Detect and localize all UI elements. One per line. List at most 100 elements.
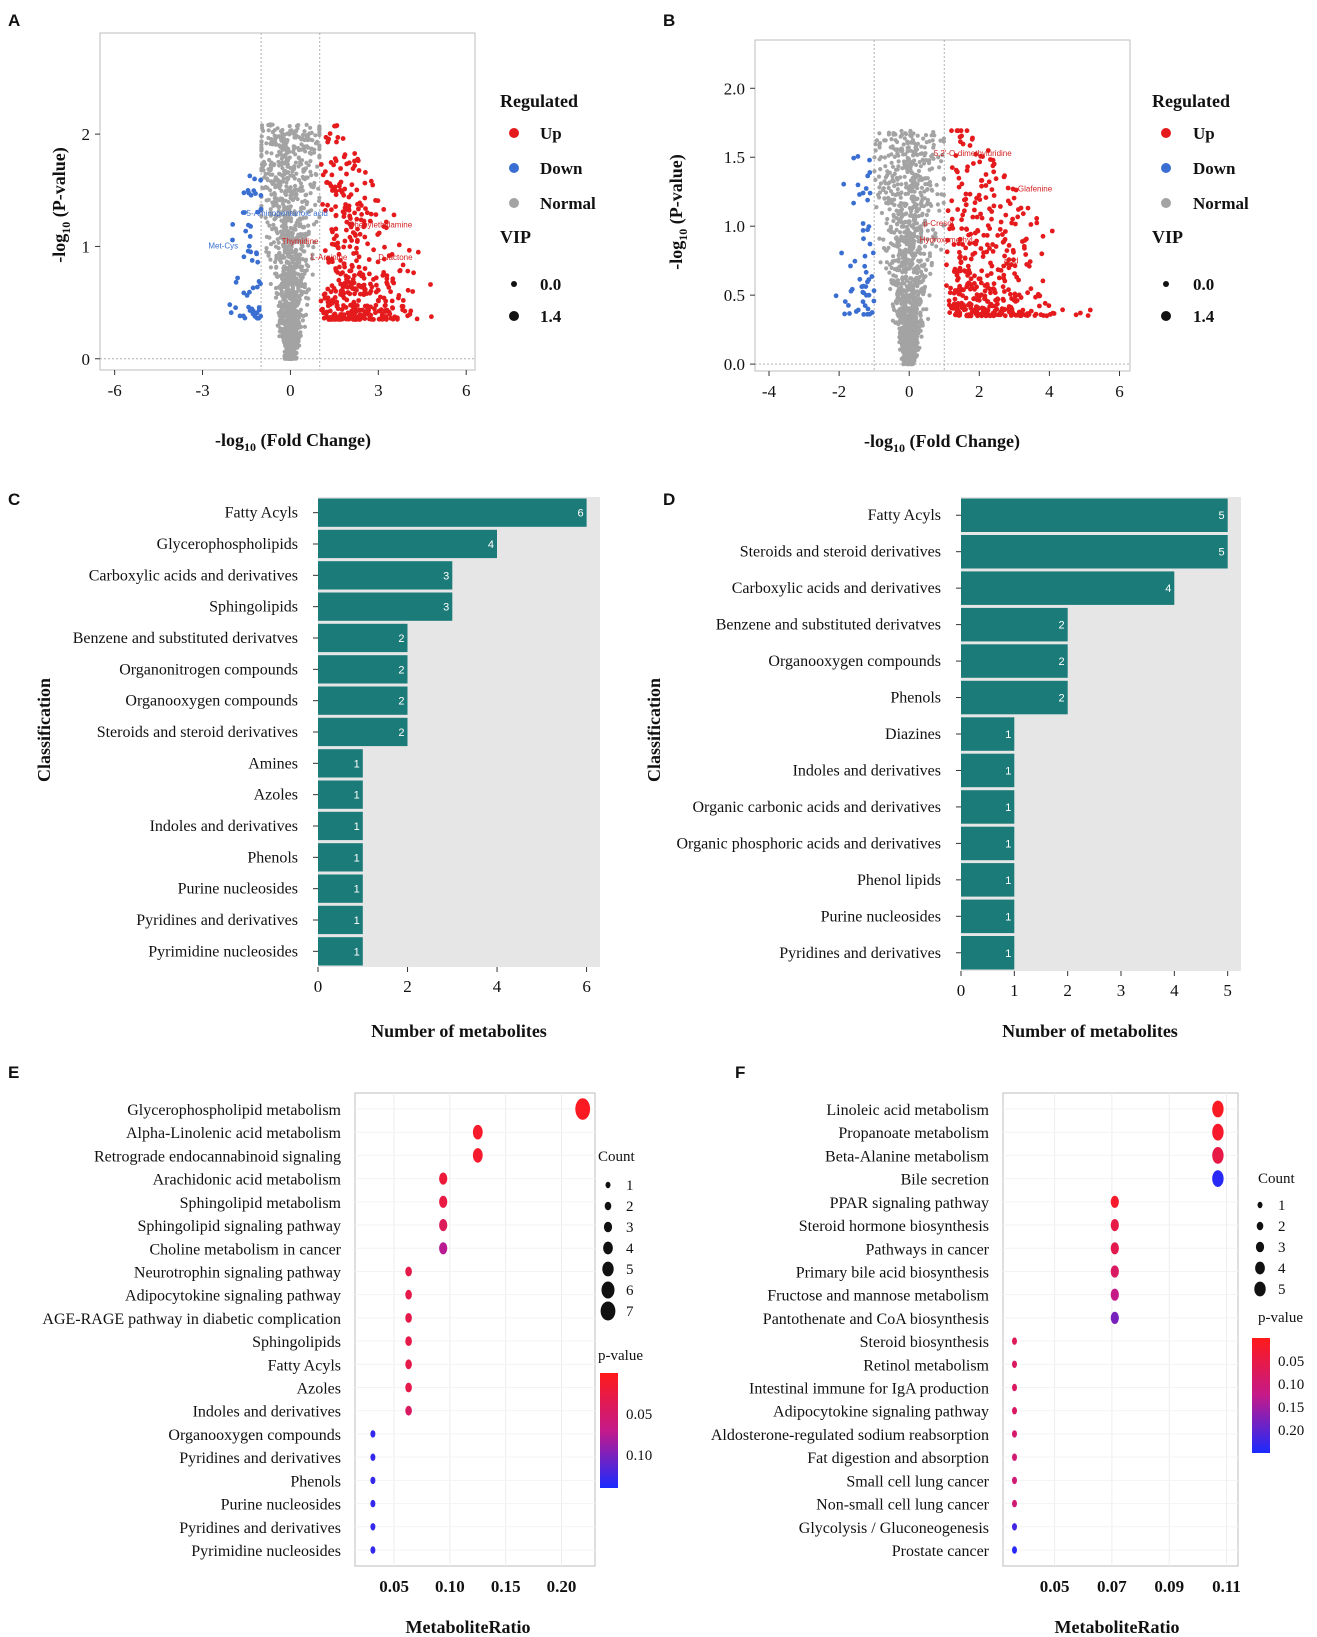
bar-value-label: 1 (354, 946, 360, 958)
up-point (983, 313, 989, 318)
up-point (329, 283, 335, 289)
pathway-label: Pyridines and derivatives (179, 1520, 341, 1537)
normal-point (291, 315, 296, 320)
normal-point (908, 282, 913, 287)
normal-point (917, 259, 922, 264)
pathway-label: Azoles (297, 1381, 341, 1398)
up-point (333, 268, 339, 274)
dot (1012, 1476, 1017, 1485)
pathway-label: Arachidonic acid metabolism (153, 1172, 342, 1189)
pvalue-colorbar (1252, 1338, 1270, 1453)
normal-point (306, 223, 311, 228)
normal-point (299, 284, 304, 289)
up-point (352, 210, 357, 216)
up-point (1011, 249, 1016, 255)
normal-point (900, 252, 905, 257)
normal-point (267, 235, 272, 240)
legend-vip-large-dot (509, 311, 519, 321)
normal-point (899, 182, 904, 187)
normal-point (890, 177, 895, 182)
up-point (400, 262, 406, 268)
up-point (959, 217, 964, 223)
bar-value-label: 2 (398, 727, 404, 739)
up-point (1016, 292, 1022, 298)
count-legend-label: 2 (1278, 1219, 1286, 1235)
up-point (346, 275, 351, 280)
normal-point (274, 274, 279, 279)
category-labels: Glycerophospholipid metabolism Alpha-Lino… (42, 1102, 341, 1560)
down-point (258, 177, 263, 183)
normal-point (298, 181, 303, 186)
normal-point (920, 323, 925, 328)
pathway-label: Sphingolipids (252, 1334, 341, 1351)
normal-point (898, 195, 903, 200)
up-point (979, 292, 984, 298)
normal-point (899, 146, 905, 151)
up-point (947, 310, 953, 315)
x-tick-label: 6 (582, 977, 591, 996)
up-point (338, 271, 343, 277)
x-axis-title: MetaboliteRatio (1055, 1617, 1180, 1637)
normal-point (283, 192, 289, 197)
normal-point (914, 172, 919, 177)
normal-point (881, 237, 886, 242)
bar (318, 686, 408, 715)
normal-point (913, 313, 918, 319)
pathway-label: Prostate cancer (892, 1543, 990, 1560)
normal-point (308, 159, 313, 164)
up-point (344, 297, 350, 303)
up-point (399, 303, 405, 309)
up-point (991, 161, 997, 167)
dot (1110, 1195, 1119, 1208)
dot (405, 1313, 412, 1323)
up-point (350, 279, 356, 284)
normal-point (310, 272, 315, 277)
down-point (848, 263, 853, 269)
up-point (339, 287, 345, 293)
normal-point (295, 254, 300, 259)
normal-point (895, 268, 900, 273)
normal-point (264, 141, 269, 146)
normal-point (925, 197, 931, 203)
normal-point (941, 136, 947, 141)
y-axis-title: -log10 (P-value) (666, 154, 690, 269)
normal-point (293, 183, 298, 189)
normal-point (905, 266, 911, 271)
normal-point (913, 352, 918, 357)
up-point (352, 273, 357, 278)
normal-point (911, 245, 916, 250)
up-point (373, 289, 379, 295)
down-point (855, 182, 861, 188)
normal-point (269, 242, 274, 247)
bar (961, 498, 1228, 532)
up-point (1009, 220, 1015, 226)
normal-point (919, 185, 925, 190)
pvalue-colorbar (600, 1373, 618, 1488)
up-point (996, 275, 1002, 281)
up-point (1002, 289, 1007, 294)
normal-point (273, 138, 278, 143)
pathway-label: Beta-Alanine metabolism (825, 1148, 990, 1165)
normal-point (293, 331, 298, 336)
bar-chart-d: 5 5 4 2 2 2 1 1 1 1 1 1 1 Fatty Acyls Steroids and st… (644, 497, 1241, 1041)
y-tick-label: 2 (82, 125, 91, 144)
dot (472, 1124, 483, 1140)
normal-point (292, 164, 297, 169)
down-point (250, 308, 256, 314)
up-point (989, 187, 995, 193)
normal-point (282, 311, 287, 316)
plot-frame (354, 1092, 596, 1567)
normal-point (914, 268, 919, 273)
up-point (354, 187, 360, 193)
normal-point (895, 187, 900, 192)
up-point (971, 296, 976, 302)
normal-point (878, 181, 884, 186)
normal-point (916, 331, 921, 336)
up-point (952, 266, 958, 272)
up-point (974, 195, 979, 201)
normal-point (317, 215, 322, 220)
normal-point (915, 133, 920, 138)
normal-point (296, 336, 301, 341)
count-legend-label: 1 (1278, 1198, 1286, 1214)
normal-point (914, 202, 920, 207)
